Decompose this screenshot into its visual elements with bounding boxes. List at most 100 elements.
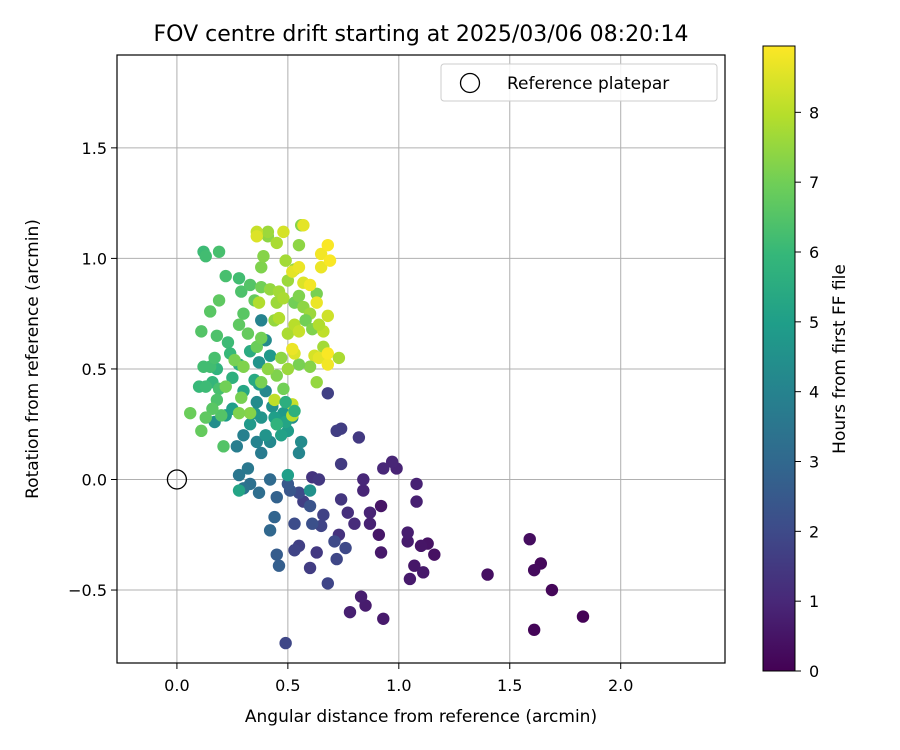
data-point	[279, 395, 292, 409]
x-tick-label: 0.5	[275, 676, 300, 695]
data-point	[545, 583, 559, 597]
data-point	[243, 406, 257, 420]
colorbar-label: Hours from first FF file	[830, 264, 850, 454]
data-point	[339, 541, 352, 555]
data-point	[334, 457, 348, 471]
data-point	[303, 484, 317, 497]
data-point	[321, 238, 335, 252]
data-point	[270, 369, 283, 382]
colorbar-tick-label: 4	[809, 383, 819, 402]
data-point	[374, 546, 388, 559]
data-point	[354, 590, 368, 603]
data-point	[215, 409, 228, 422]
data-point	[341, 506, 354, 519]
colorbar-tick-label: 7	[809, 173, 819, 192]
data-point	[230, 440, 244, 453]
data-point	[219, 269, 232, 283]
data-point	[241, 462, 255, 475]
data-point	[277, 225, 290, 239]
data-point	[195, 325, 208, 338]
data-point	[226, 371, 239, 384]
data-point	[292, 325, 306, 338]
data-point	[294, 435, 308, 449]
data-point	[232, 484, 246, 497]
data-point	[310, 287, 323, 300]
data-point	[292, 358, 306, 371]
data-point	[523, 532, 536, 546]
data-point	[317, 508, 330, 522]
data-point	[243, 278, 257, 292]
data-point	[255, 376, 268, 389]
colorbar-gradient	[762, 45, 796, 672]
data-point	[332, 351, 346, 365]
data-point	[288, 404, 301, 418]
data-point	[414, 539, 428, 553]
data-point	[321, 358, 335, 371]
data-point	[352, 431, 366, 444]
data-point	[272, 559, 286, 572]
data-point	[288, 517, 301, 530]
data-point	[363, 506, 377, 519]
colorbar-tick-label: 2	[809, 522, 819, 541]
data-point	[279, 636, 292, 650]
data-point	[237, 360, 250, 373]
data-point	[263, 473, 277, 486]
data-point	[221, 336, 235, 349]
data-point	[292, 238, 306, 252]
data-point	[281, 468, 295, 482]
colorbar-tick-label: 5	[809, 313, 819, 332]
data-point	[252, 486, 266, 499]
data-point	[408, 559, 421, 572]
data-point	[241, 327, 255, 340]
data-point	[232, 318, 246, 331]
y-tick-label: 1.0	[82, 249, 107, 268]
data-point	[257, 249, 270, 263]
data-point	[261, 362, 275, 376]
y-tick-label: 0.0	[82, 470, 107, 489]
data-point	[292, 446, 306, 460]
data-point	[321, 387, 335, 400]
data-point	[321, 347, 335, 360]
data-point	[328, 535, 341, 548]
data-point	[263, 349, 277, 362]
data-point	[279, 254, 292, 267]
x-tick-label: 1.0	[386, 676, 411, 695]
legend-box	[440, 63, 718, 102]
data-point	[481, 568, 494, 581]
data-point	[403, 572, 417, 586]
data-point	[210, 329, 224, 342]
data-point	[199, 249, 212, 263]
data-point	[255, 331, 268, 345]
x-axis-ticks: 0.0 0.5 1.0 1.5 2.0	[164, 663, 633, 695]
data-point	[292, 261, 306, 274]
data-point	[219, 380, 232, 393]
x-tick-label: 1.5	[497, 676, 522, 695]
data-point	[235, 285, 248, 298]
data-point	[261, 225, 275, 239]
data-point	[312, 473, 326, 486]
plot-frame	[116, 54, 726, 664]
data-point	[228, 353, 241, 367]
data-point	[232, 468, 246, 482]
data-point	[212, 294, 226, 307]
data-point	[288, 544, 301, 557]
data-point	[330, 424, 343, 438]
colorbar-ticks: 0 1 2 3 4 5 6 7 8	[795, 103, 819, 681]
data-point	[323, 254, 337, 267]
legend-entry-reference-platepar: Reference platepar	[507, 74, 669, 94]
data-point	[206, 402, 219, 415]
data-point	[303, 360, 317, 373]
data-point	[263, 524, 277, 537]
legend-marker-icon	[459, 72, 481, 94]
data-point	[330, 552, 343, 566]
data-point	[527, 623, 541, 637]
data-point	[237, 307, 250, 320]
data-point	[250, 230, 263, 243]
data-point	[374, 499, 388, 513]
data-point	[281, 362, 295, 376]
data-point	[275, 429, 288, 442]
data-point	[197, 360, 210, 373]
data-point	[252, 356, 266, 369]
colorbar-tick-label: 1	[809, 592, 819, 611]
data-point	[277, 292, 290, 305]
